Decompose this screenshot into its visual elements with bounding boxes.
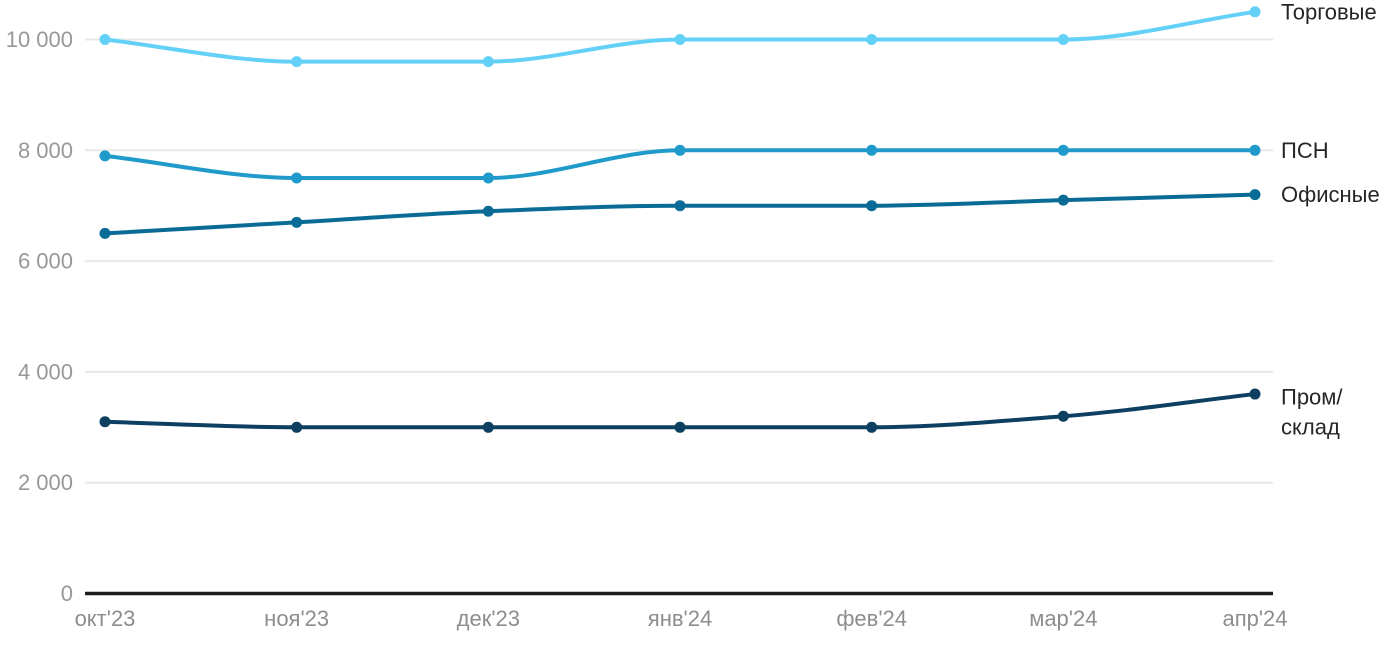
series-point-psn[interactable] <box>482 172 494 184</box>
series-label-prom-sklad: склад <box>1281 415 1340 440</box>
y-axis-tick-label: 8 000 <box>18 138 73 163</box>
x-axis-tick-label: окт'23 <box>75 606 136 631</box>
series-point-psn[interactable] <box>1057 144 1069 156</box>
x-axis-tick-label: фев'24 <box>836 606 907 631</box>
series-point-torgovye[interactable] <box>482 56 494 68</box>
x-axis-tick-label: апр'24 <box>1222 606 1287 631</box>
series-point-ofisnye[interactable] <box>291 216 303 228</box>
series-point-psn[interactable] <box>1249 144 1261 156</box>
series-point-prom-sklad[interactable] <box>866 421 878 433</box>
y-axis-tick-label: 4 000 <box>18 359 73 384</box>
series-point-psn[interactable] <box>99 150 111 162</box>
series-point-torgovye[interactable] <box>674 34 686 45</box>
series-point-psn[interactable] <box>291 172 303 184</box>
x-axis-tick-label: янв'24 <box>648 606 712 631</box>
series-point-psn[interactable] <box>674 144 686 156</box>
y-axis-tick-label: 10 000 <box>6 27 73 52</box>
series-point-torgovye[interactable] <box>1057 34 1069 45</box>
x-axis-tick-label: ноя'23 <box>264 606 329 631</box>
series-point-prom-sklad[interactable] <box>1249 388 1261 400</box>
series-point-torgovye[interactable] <box>291 56 303 68</box>
series-point-ofisnye[interactable] <box>674 200 686 212</box>
series-point-psn[interactable] <box>866 144 878 156</box>
series-point-prom-sklad[interactable] <box>291 421 303 433</box>
series-point-prom-sklad[interactable] <box>674 421 686 433</box>
y-axis-tick-label: 0 <box>61 581 73 606</box>
series-label-psn: ПСН <box>1281 138 1329 163</box>
series-point-ofisnye[interactable] <box>866 200 878 212</box>
series-label-ofisnye: Офисные <box>1281 182 1380 207</box>
x-axis-tick-label: мар'24 <box>1029 606 1097 631</box>
series-point-ofisnye[interactable] <box>482 205 494 217</box>
x-axis-tick-label: дек'23 <box>457 606 520 631</box>
series-point-prom-sklad[interactable] <box>99 416 111 428</box>
series-label-prom-sklad: Пром/ <box>1281 385 1343 410</box>
series-point-prom-sklad[interactable] <box>482 421 494 433</box>
series-point-torgovye[interactable] <box>866 34 878 45</box>
series-point-prom-sklad[interactable] <box>1057 410 1069 422</box>
series-point-torgovye[interactable] <box>1249 6 1261 18</box>
series-point-ofisnye[interactable] <box>99 227 111 239</box>
y-axis-tick-label: 6 000 <box>18 249 73 274</box>
series-point-ofisnye[interactable] <box>1249 189 1261 201</box>
series-label-torgovye: Торговые <box>1281 0 1377 24</box>
series-point-torgovye[interactable] <box>99 34 111 45</box>
y-axis-tick-label: 2 000 <box>18 470 73 495</box>
series-point-ofisnye[interactable] <box>1057 194 1069 206</box>
